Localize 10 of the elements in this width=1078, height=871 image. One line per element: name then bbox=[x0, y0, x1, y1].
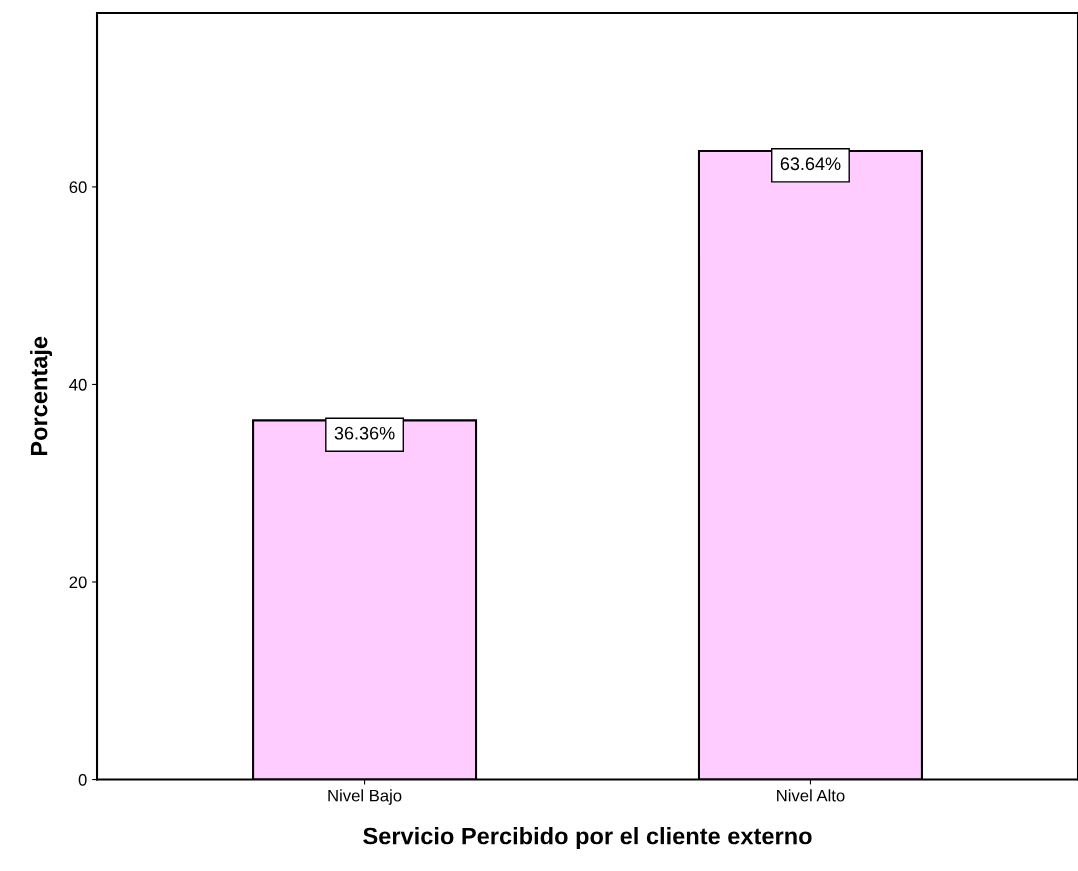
y-tick-label: 0 bbox=[78, 773, 87, 786]
x-tick-label: Nivel Alto bbox=[777, 789, 845, 802]
data-label: 36.36% bbox=[334, 426, 395, 440]
y-tick-label: 20 bbox=[69, 576, 87, 589]
x-tick-label: Nivel Bajo bbox=[328, 789, 402, 805]
y-tick-label: 40 bbox=[69, 378, 87, 391]
data-label: 63.64% bbox=[780, 157, 841, 171]
y-axis-title: Porcentaje bbox=[30, 336, 53, 456]
x-axis-title: Servicio Percibido por el cliente externo bbox=[363, 827, 812, 850]
y-tick-label: 60 bbox=[69, 181, 87, 194]
